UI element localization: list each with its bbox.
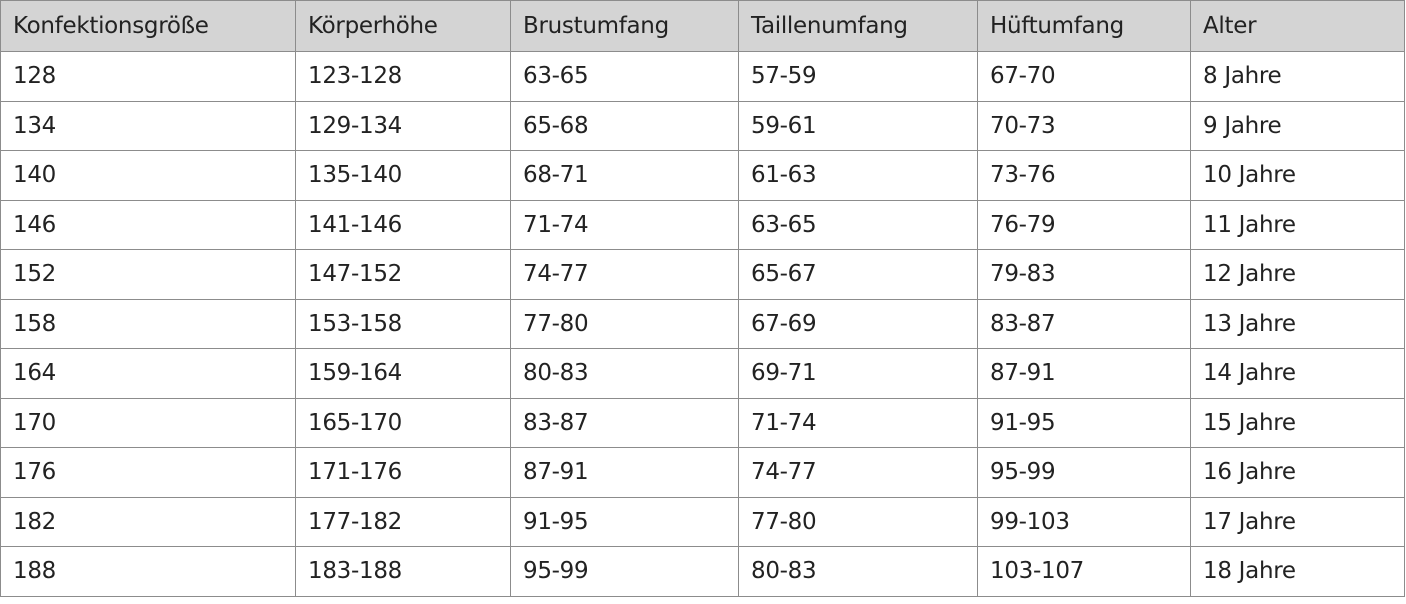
header-chest: Brustumfang (510, 0, 739, 52)
cell-waist: 69-71 (738, 348, 978, 399)
cell-size: 158 (0, 298, 296, 349)
cell-waist: 77-80 (738, 496, 978, 547)
table-row: 182 177-182 91-95 77-80 99-103 17 Jahre (0, 496, 1405, 547)
cell-hip: 103-107 (977, 546, 1191, 597)
cell-size: 164 (0, 348, 296, 399)
cell-size: 146 (0, 199, 296, 250)
cell-chest: 91-95 (510, 496, 739, 547)
table-row: 134 129-134 65-68 59-61 70-73 9 Jahre (0, 100, 1405, 151)
cell-height: 171-176 (295, 447, 511, 498)
cell-chest: 77-80 (510, 298, 739, 349)
cell-chest: 83-87 (510, 397, 739, 448)
cell-height: 159-164 (295, 348, 511, 399)
cell-age: 14 Jahre (1190, 348, 1405, 399)
cell-age: 9 Jahre (1190, 100, 1405, 151)
cell-hip: 91-95 (977, 397, 1191, 448)
table-row: 170 165-170 83-87 71-74 91-95 15 Jahre (0, 397, 1405, 448)
cell-waist: 80-83 (738, 546, 978, 597)
cell-waist: 67-69 (738, 298, 978, 349)
header-hip: Hüftumfang (977, 0, 1191, 52)
header-height: Körperhöhe (295, 0, 511, 52)
cell-size: 128 (0, 51, 296, 102)
header-row: Konfektionsgröße Körperhöhe Brustumfang Tai… (0, 0, 1405, 52)
cell-chest: 63-65 (510, 51, 739, 102)
table-row: 152 147-152 74-77 65-67 79-83 12 Jahre (0, 249, 1405, 300)
cell-chest: 95-99 (510, 546, 739, 597)
cell-waist: 63-65 (738, 199, 978, 250)
cell-chest: 80-83 (510, 348, 739, 399)
cell-chest: 68-71 (510, 150, 739, 201)
cell-height: 123-128 (295, 51, 511, 102)
cell-age: 16 Jahre (1190, 447, 1405, 498)
cell-height: 147-152 (295, 249, 511, 300)
cell-age: 12 Jahre (1190, 249, 1405, 300)
cell-hip: 67-70 (977, 51, 1191, 102)
cell-size: 182 (0, 496, 296, 547)
cell-chest: 87-91 (510, 447, 739, 498)
cell-hip: 95-99 (977, 447, 1191, 498)
cell-waist: 57-59 (738, 51, 978, 102)
cell-hip: 99-103 (977, 496, 1191, 547)
cell-chest: 74-77 (510, 249, 739, 300)
cell-hip: 83-87 (977, 298, 1191, 349)
cell-chest: 65-68 (510, 100, 739, 151)
cell-height: 165-170 (295, 397, 511, 448)
cell-age: 18 Jahre (1190, 546, 1405, 597)
cell-age: 8 Jahre (1190, 51, 1405, 102)
cell-age: 10 Jahre (1190, 150, 1405, 201)
table-row: 176 171-176 87-91 74-77 95-99 16 Jahre (0, 447, 1405, 498)
cell-size: 170 (0, 397, 296, 448)
table-row: 140 135-140 68-71 61-63 73-76 10 Jahre (0, 150, 1405, 201)
cell-size: 140 (0, 150, 296, 201)
cell-hip: 73-76 (977, 150, 1191, 201)
cell-waist: 59-61 (738, 100, 978, 151)
header-size: Konfektionsgröße (0, 0, 296, 52)
cell-size: 152 (0, 249, 296, 300)
cell-height: 129-134 (295, 100, 511, 151)
cell-age: 13 Jahre (1190, 298, 1405, 349)
cell-chest: 71-74 (510, 199, 739, 250)
cell-height: 153-158 (295, 298, 511, 349)
cell-waist: 61-63 (738, 150, 978, 201)
header-age: Alter (1190, 0, 1405, 52)
cell-height: 141-146 (295, 199, 511, 250)
table-row: 146 141-146 71-74 63-65 76-79 11 Jahre (0, 199, 1405, 250)
cell-waist: 74-77 (738, 447, 978, 498)
cell-hip: 79-83 (977, 249, 1191, 300)
cell-size: 188 (0, 546, 296, 597)
cell-size: 134 (0, 100, 296, 151)
header-waist: Taillenumfang (738, 0, 978, 52)
cell-size: 176 (0, 447, 296, 498)
cell-hip: 70-73 (977, 100, 1191, 151)
cell-height: 135-140 (295, 150, 511, 201)
cell-hip: 87-91 (977, 348, 1191, 399)
cell-age: 17 Jahre (1190, 496, 1405, 547)
cell-age: 15 Jahre (1190, 397, 1405, 448)
cell-waist: 65-67 (738, 249, 978, 300)
table-row: 128 123-128 63-65 57-59 67-70 8 Jahre (0, 51, 1405, 102)
cell-hip: 76-79 (977, 199, 1191, 250)
cell-height: 183-188 (295, 546, 511, 597)
table-row: 188 183-188 95-99 80-83 103-107 18 Jahre (0, 546, 1405, 597)
cell-waist: 71-74 (738, 397, 978, 448)
table-row: 164 159-164 80-83 69-71 87-91 14 Jahre (0, 348, 1405, 399)
cell-age: 11 Jahre (1190, 199, 1405, 250)
cell-height: 177-182 (295, 496, 511, 547)
table-row: 158 153-158 77-80 67-69 83-87 13 Jahre (0, 298, 1405, 349)
